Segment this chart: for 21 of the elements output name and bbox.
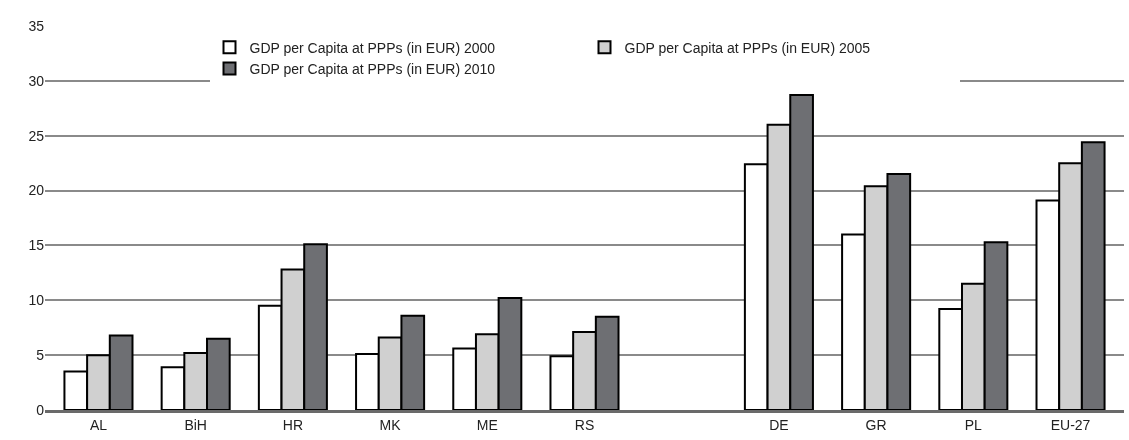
x-tick-label: DE <box>769 416 789 433</box>
y-tick-label: 10 <box>28 292 45 309</box>
legend-label: GDP per Capita at PPPs (in EUR) 2000 <box>249 39 496 56</box>
y-tick-label: 15 <box>28 237 45 254</box>
x-tick-label: EU-27 <box>1050 416 1091 433</box>
y-tick-label: 20 <box>28 182 45 199</box>
y-tick-label: 5 <box>36 347 45 364</box>
x-tick-label: RS <box>574 416 595 433</box>
x-tick-label: PL <box>964 416 983 433</box>
x-tick-label: GR <box>865 416 887 433</box>
legend-label: GDP per Capita at PPPs (in EUR) 2010 <box>249 61 496 78</box>
y-tick-label: 0 <box>36 401 45 418</box>
y-tick-label: 25 <box>28 127 45 144</box>
x-tick-label: AL <box>89 416 108 433</box>
legend-label: GDP per Capita at PPPs (in EUR) 2005 <box>624 39 871 56</box>
y-tick-label: 35 <box>28 17 45 34</box>
x-tick-label: BiH <box>184 416 207 433</box>
x-tick-label: HR <box>282 416 303 433</box>
x-tick-label: ME <box>476 416 498 433</box>
y-tick-label: 30 <box>28 72 45 89</box>
x-tick-label: MK <box>379 416 402 433</box>
